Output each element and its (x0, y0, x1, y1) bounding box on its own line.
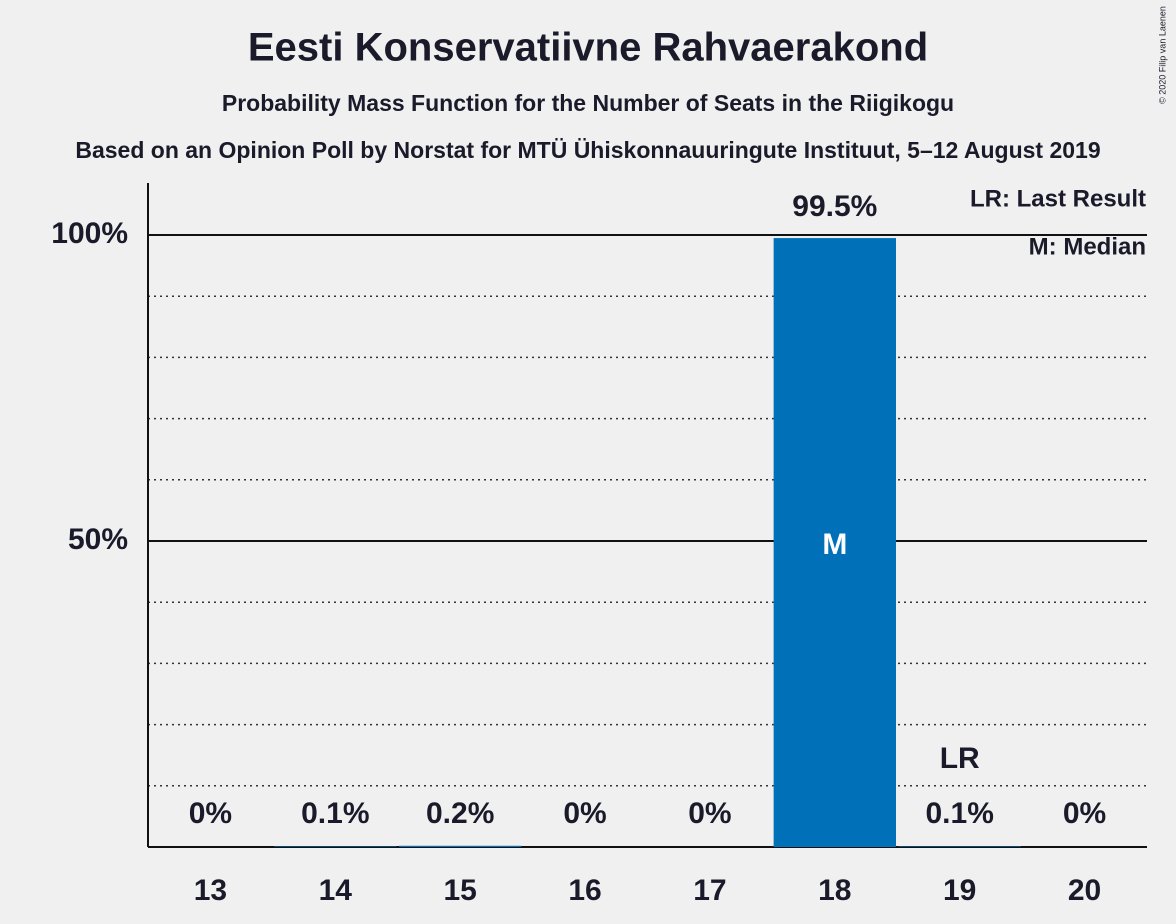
x-tick-label: 13 (194, 874, 227, 907)
bar (898, 846, 1021, 847)
chart-source: Based on an Opinion Poll by Norstat for … (75, 137, 1100, 163)
x-tick-label: 15 (444, 874, 477, 907)
value-label: 0.1% (301, 797, 369, 830)
median-marker: M (822, 528, 847, 561)
x-tick-label: 19 (943, 874, 976, 907)
value-label: 0% (688, 797, 731, 830)
bar (398, 845, 522, 847)
x-tick-label: 16 (568, 874, 601, 907)
x-tick-label: 14 (319, 874, 353, 907)
chart-title: Eesti Konservatiivne Rahvaerakond (248, 26, 928, 70)
chart-subtitle: Probability Mass Function for the Number… (222, 90, 954, 116)
value-label: 0% (189, 797, 232, 830)
legend-entry: M: Median (1029, 233, 1146, 260)
y-tick-label: 50% (68, 523, 128, 556)
x-tick-label: 20 (1068, 874, 1101, 907)
value-label: 0.1% (925, 797, 993, 830)
y-tick-label: 100% (51, 217, 128, 250)
bar (274, 846, 397, 847)
last-result-marker: LR (940, 742, 980, 775)
x-tick-label: 17 (693, 874, 726, 907)
value-label: 0% (563, 797, 606, 830)
legend-entry: LR: Last Result (970, 185, 1146, 212)
copyright: © 2020 Filip van Laenen (1157, 6, 1167, 104)
bar (773, 238, 897, 847)
value-label: 99.5% (792, 190, 877, 223)
value-label: 0.2% (426, 797, 494, 830)
x-tick-label: 18 (818, 874, 851, 907)
value-label: 0% (1063, 797, 1106, 830)
